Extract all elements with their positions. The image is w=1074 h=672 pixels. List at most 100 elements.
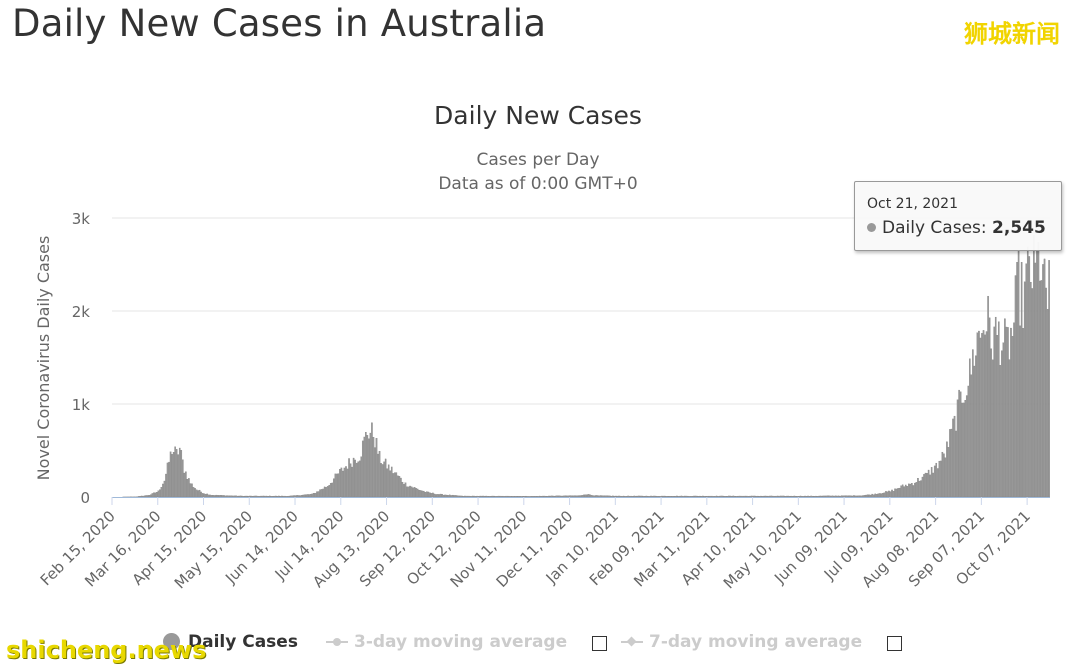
- bar[interactable]: [415, 488, 417, 498]
- bar[interactable]: [438, 494, 440, 498]
- bar[interactable]: [868, 494, 870, 498]
- bar[interactable]: [915, 482, 918, 498]
- bar[interactable]: [439, 493, 442, 498]
- bar[interactable]: [842, 495, 845, 498]
- bar[interactable]: [307, 494, 309, 498]
- bar[interactable]: [288, 495, 291, 498]
- bar[interactable]: [949, 429, 951, 498]
- bar[interactable]: [808, 496, 811, 498]
- bar[interactable]: [804, 495, 806, 498]
- bar[interactable]: [662, 495, 665, 498]
- bar[interactable]: [381, 464, 384, 498]
- bar[interactable]: [1011, 336, 1014, 498]
- bar[interactable]: [843, 495, 846, 498]
- bar[interactable]: [645, 495, 648, 498]
- bar[interactable]: [271, 496, 274, 498]
- bar[interactable]: [160, 487, 163, 498]
- bar[interactable]: [459, 495, 462, 498]
- bar[interactable]: [584, 494, 587, 498]
- bar[interactable]: [253, 495, 256, 498]
- bar[interactable]: [924, 472, 927, 498]
- bar[interactable]: [959, 391, 962, 498]
- bar[interactable]: [285, 496, 288, 498]
- bar[interactable]: [392, 473, 395, 498]
- bar[interactable]: [850, 495, 852, 498]
- bar[interactable]: [936, 468, 939, 498]
- bar[interactable]: [918, 480, 921, 498]
- bar[interactable]: [766, 495, 768, 498]
- bar[interactable]: [488, 496, 491, 498]
- bar[interactable]: [169, 451, 172, 498]
- bar[interactable]: [534, 496, 536, 498]
- bar[interactable]: [917, 478, 919, 498]
- bar[interactable]: [593, 495, 596, 498]
- bar[interactable]: [699, 495, 701, 498]
- bar[interactable]: [268, 495, 271, 498]
- bar[interactable]: [1042, 264, 1044, 498]
- bar[interactable]: [151, 493, 154, 498]
- bar[interactable]: [946, 441, 948, 498]
- bar[interactable]: [416, 488, 419, 498]
- bar[interactable]: [599, 495, 602, 498]
- bar[interactable]: [590, 494, 593, 498]
- bar[interactable]: [859, 495, 861, 498]
- bar[interactable]: [154, 492, 157, 498]
- bar[interactable]: [209, 494, 212, 498]
- bar[interactable]: [997, 321, 1000, 498]
- bar[interactable]: [996, 335, 999, 498]
- bar[interactable]: [146, 495, 149, 498]
- bar[interactable]: [557, 495, 559, 498]
- bar[interactable]: [933, 465, 936, 498]
- bar[interactable]: [448, 494, 451, 498]
- bar[interactable]: [535, 496, 538, 498]
- bar[interactable]: [419, 490, 422, 498]
- bar[interactable]: [149, 494, 152, 498]
- bar[interactable]: [494, 496, 497, 498]
- bar[interactable]: [972, 349, 974, 498]
- bar[interactable]: [467, 495, 469, 498]
- bar[interactable]: [779, 495, 782, 498]
- bar[interactable]: [985, 331, 988, 498]
- bar[interactable]: [821, 495, 823, 498]
- bar[interactable]: [526, 496, 529, 498]
- bar[interactable]: [564, 495, 567, 498]
- bar[interactable]: [299, 495, 302, 498]
- bar[interactable]: [183, 472, 186, 498]
- bar[interactable]: [680, 495, 683, 498]
- bar[interactable]: [563, 495, 565, 498]
- bar[interactable]: [667, 495, 669, 498]
- bar[interactable]: [517, 496, 520, 498]
- bar[interactable]: [304, 494, 306, 498]
- bar[interactable]: [236, 495, 239, 498]
- bar[interactable]: [455, 495, 457, 498]
- bar[interactable]: [888, 490, 890, 498]
- bar[interactable]: [198, 489, 201, 498]
- bar[interactable]: [358, 460, 361, 498]
- bar[interactable]: [691, 496, 694, 498]
- bar[interactable]: [793, 495, 796, 498]
- bar[interactable]: [255, 495, 257, 498]
- bar[interactable]: [720, 495, 722, 498]
- bar[interactable]: [1040, 280, 1043, 498]
- bar[interactable]: [929, 474, 931, 498]
- bar[interactable]: [1045, 287, 1047, 498]
- bar[interactable]: [323, 486, 326, 498]
- bar[interactable]: [932, 472, 934, 498]
- bar[interactable]: [630, 495, 633, 498]
- bar[interactable]: [802, 496, 805, 498]
- bar[interactable]: [259, 495, 262, 498]
- bar[interactable]: [496, 496, 498, 498]
- bar[interactable]: [670, 496, 672, 498]
- bar[interactable]: [879, 493, 881, 498]
- bar[interactable]: [624, 496, 626, 498]
- bar[interactable]: [967, 385, 970, 498]
- bar[interactable]: [1048, 260, 1050, 498]
- bar[interactable]: [898, 487, 901, 498]
- bar[interactable]: [921, 476, 924, 498]
- bar[interactable]: [857, 495, 860, 498]
- bar[interactable]: [361, 440, 364, 498]
- bar[interactable]: [984, 334, 986, 498]
- bar[interactable]: [621, 496, 623, 498]
- bar[interactable]: [930, 467, 933, 498]
- bar[interactable]: [541, 495, 544, 498]
